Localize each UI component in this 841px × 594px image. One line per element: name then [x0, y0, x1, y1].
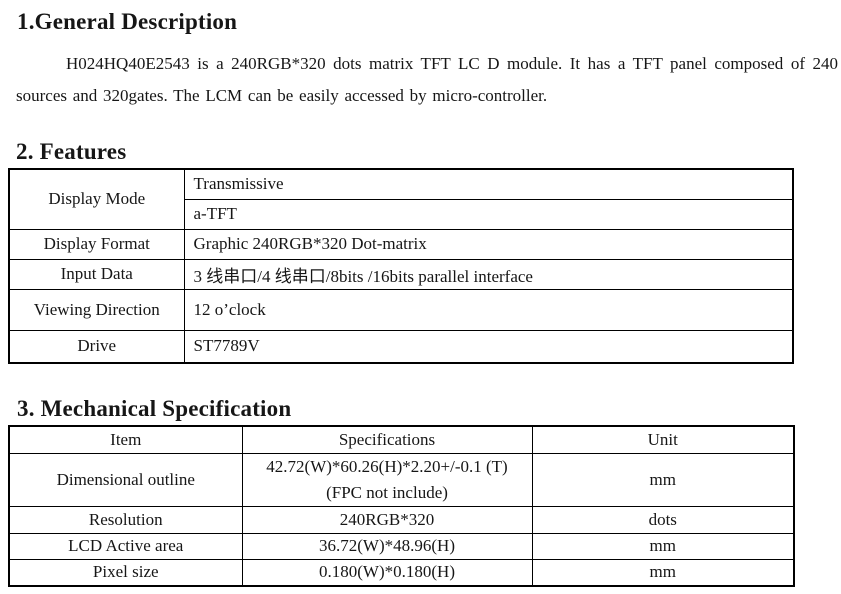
feature-label-drive: Drive — [8, 329, 185, 364]
features-table: Display Mode Transmissive a-TFT Display … — [8, 168, 794, 364]
table-row: Pixel size 0.180(W)*0.180(H) mm — [8, 558, 795, 587]
feature-value-display-format: Graphic 240RGB*320 Dot-matrix — [183, 228, 794, 260]
column-header-unit: Unit — [531, 425, 795, 454]
spec-line: (FPC not include) — [326, 482, 448, 502]
table-row: Input Data 3 线串口/4 线串口/8bits /16bits par… — [8, 258, 794, 290]
table-row: Resolution 240RGB*320 dots — [8, 505, 795, 534]
table-row: a-TFT — [9, 198, 794, 230]
feature-label-display-format: Display Format — [8, 228, 185, 260]
table-row: Dimensional outline 42.72(W)*60.26(H)*2.… — [8, 452, 795, 507]
mech-item-pixel-size: Pixel size — [8, 558, 243, 587]
mech-spec-lcd-active-area: 36.72(W)*48.96(H) — [241, 532, 533, 560]
mech-item-resolution: Resolution — [8, 505, 243, 534]
feature-value-transmissive: Transmissive — [183, 168, 794, 200]
feature-value-viewing-direction: 12 o’clock — [183, 288, 794, 331]
mech-item-lcd-active-area: LCD Active area — [8, 532, 243, 560]
table-row: Display Mode Transmissive — [8, 168, 794, 230]
table-row: Display Format Graphic 240RGB*320 Dot-ma… — [8, 228, 794, 260]
table-row: Drive ST7789V — [8, 329, 794, 364]
general-description-heading: 1.General Description — [17, 9, 238, 34]
mech-spec-dimensional-outline: 42.72(W)*60.26(H)*2.20+/-0.1 (T) (FPC no… — [241, 452, 533, 507]
table-row: LCD Active area 36.72(W)*48.96(H) mm — [8, 532, 795, 560]
table-row: Viewing Direction 12 o’clock — [8, 288, 794, 331]
mech-unit-pixel-size: mm — [531, 558, 795, 587]
mech-unit-lcd-active-area: mm — [531, 532, 795, 560]
mech-spec-resolution: 240RGB*320 — [241, 505, 533, 534]
feature-label-viewing-direction: Viewing Direction — [8, 288, 185, 331]
feature-value-input-data: 3 线串口/4 线串口/8bits /16bits parallel inter… — [183, 258, 794, 290]
feature-value-a-tft: a-TFT — [183, 198, 794, 230]
column-header-item: Item — [8, 425, 243, 454]
mech-unit-resolution: dots — [531, 505, 795, 534]
mech-item-dimensional-outline: Dimensional outline — [8, 452, 243, 507]
mech-spec-pixel-size: 0.180(W)*0.180(H) — [241, 558, 533, 587]
mechanical-specification-heading: 3. Mechanical Specification — [17, 396, 292, 421]
features-heading: 2. Features — [16, 139, 127, 164]
column-header-specifications: Specifications — [241, 425, 533, 454]
general-description-paragraph: H024HQ40E2543 is a 240RGB*320 dots matri… — [16, 54, 838, 105]
feature-label-display-mode: Display Mode — [8, 168, 185, 230]
spec-line: 42.72(W)*60.26(H)*2.20+/-0.1 (T) — [266, 456, 508, 476]
table-header-row: Item Specifications Unit — [8, 425, 795, 454]
mech-unit-dimensional-outline: mm — [531, 452, 795, 507]
mechanical-table: Item Specifications Unit Dimensional out… — [8, 425, 795, 587]
feature-label-input-data: Input Data — [8, 258, 185, 290]
feature-value-drive: ST7789V — [183, 329, 794, 364]
